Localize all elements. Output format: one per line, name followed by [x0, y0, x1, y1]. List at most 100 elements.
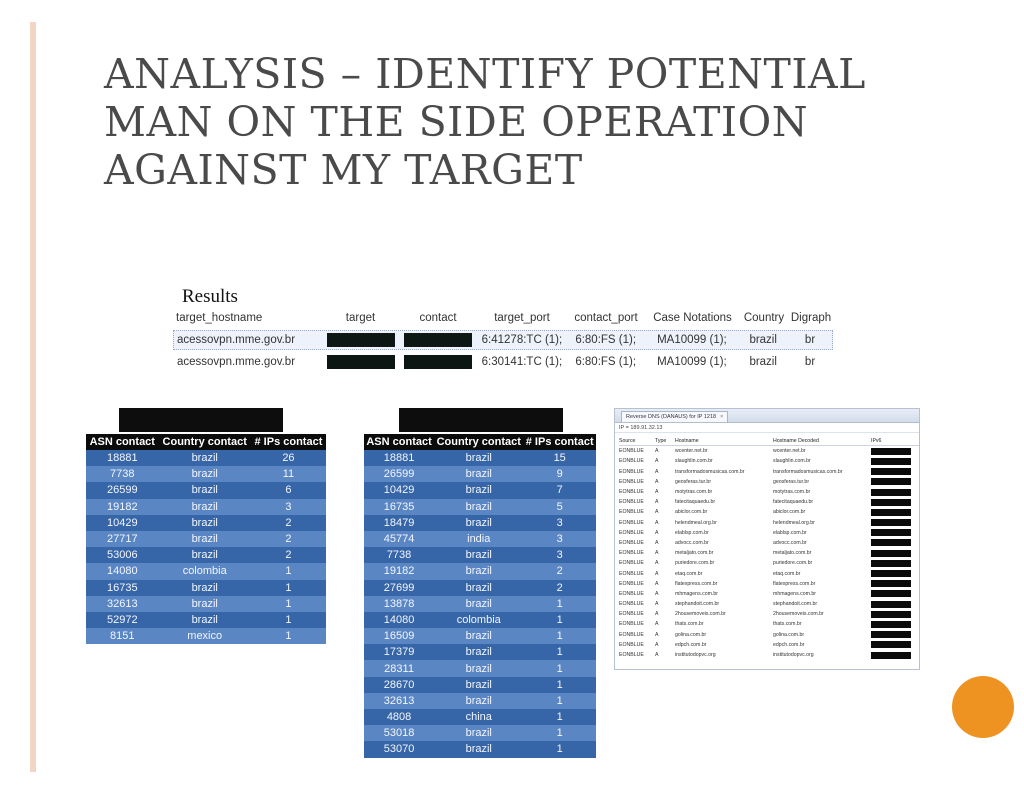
- col-contact-port[interactable]: contact_port: [574, 312, 638, 324]
- tab-reverse-dns[interactable]: Reverse DNS (DANAUS) for IP 1218 ×: [621, 411, 729, 422]
- cell-digraph: br: [804, 356, 816, 368]
- col-target-port[interactable]: target_port: [494, 312, 550, 324]
- table-row[interactable]: 28670 brazil 1: [364, 676, 596, 693]
- cell-ip-count: 2: [250, 530, 326, 548]
- cell-country: brazil: [434, 466, 524, 483]
- cell-ip-count: 1: [523, 628, 596, 645]
- col-ipv6[interactable]: IPv6: [871, 437, 882, 444]
- cell-asn: 52972: [86, 611, 159, 629]
- cell-asn: 32613: [364, 692, 435, 709]
- col-asn-contact[interactable]: ASN contact: [364, 434, 435, 450]
- col-case-notations[interactable]: Case Notations: [653, 312, 732, 324]
- table-row[interactable]: 13878 brazil 1: [364, 595, 596, 612]
- col-digraph[interactable]: Digraph: [790, 312, 832, 324]
- results-row[interactable]: acessovpn.mme.gov.br 6:30141:TC (1); 6:8…: [173, 352, 833, 372]
- table-row[interactable]: 32613 brazil 1: [86, 595, 326, 612]
- redaction-block: [871, 468, 911, 476]
- table-row[interactable]: 18881 brazil 26: [86, 450, 326, 467]
- results-row[interactable]: acessovpn.mme.gov.br 6:41278:TC (1); 6:8…: [173, 330, 833, 350]
- col-asn-contact[interactable]: ASN contact: [86, 434, 159, 450]
- col-hostname[interactable]: Hostname: [675, 437, 699, 444]
- table-row[interactable]: 19182 brazil 2: [364, 563, 596, 580]
- cell-country: brazil: [158, 450, 251, 467]
- col-ips-contact[interactable]: # IPs contact: [523, 434, 596, 450]
- col-ips-contact[interactable]: # IPs contact: [250, 434, 326, 450]
- col-country[interactable]: Country: [743, 312, 785, 324]
- cell-ipv6: [871, 498, 919, 506]
- table-row[interactable]: 18881 brazil 15: [364, 450, 596, 467]
- cell-source: EONBLUE: [619, 489, 644, 496]
- redaction-block: [871, 631, 911, 639]
- col-country-contact[interactable]: Country contact: [434, 434, 524, 450]
- cell-country: brazil: [158, 595, 251, 612]
- redaction-block: [871, 478, 911, 486]
- table-row[interactable]: 4808 china 1: [364, 709, 596, 726]
- cell-asn: 19182: [86, 498, 159, 515]
- col-target[interactable]: target: [345, 312, 376, 324]
- col-type[interactable]: Type: [655, 437, 667, 444]
- table-row[interactable]: 26599 brazil 9: [364, 466, 596, 483]
- col-country-contact[interactable]: Country contact: [158, 434, 251, 450]
- close-icon[interactable]: ×: [720, 414, 724, 420]
- table-row[interactable]: 53070 brazil 1: [364, 741, 596, 758]
- table-row[interactable]: 17379 brazil 1: [364, 644, 596, 661]
- table-row[interactable]: 27699 brazil 2: [364, 579, 596, 596]
- col-contact[interactable]: contact: [419, 312, 457, 324]
- table-row[interactable]: 7738 brazil 11: [86, 466, 326, 483]
- cell-hostname-decoded: thats.com.br: [773, 621, 802, 628]
- table-row[interactable]: 26599 brazil 6: [86, 482, 326, 499]
- table-row[interactable]: 19182 brazil 3: [86, 498, 326, 515]
- table-row[interactable]: 8151 mexico 1: [86, 628, 326, 645]
- table-row[interactable]: 45774 india 3: [364, 530, 596, 548]
- table-row[interactable]: 52972 brazil 1: [86, 611, 326, 629]
- table-row[interactable]: 7738 brazil 3: [364, 547, 596, 564]
- table-row[interactable]: 16735 brazil 5: [364, 498, 596, 515]
- table-row[interactable]: 10429 brazil 2: [86, 514, 326, 531]
- table-row[interactable]: 16509 brazil 1: [364, 628, 596, 645]
- table-row[interactable]: 27717 brazil 2: [86, 530, 326, 548]
- col-source[interactable]: Source: [619, 437, 636, 444]
- col-hostname-decoded[interactable]: Hostname Decoded: [773, 437, 819, 444]
- table-row[interactable]: 14080 colombia 1: [86, 563, 326, 580]
- col-target-hostname[interactable]: target_hostname: [176, 312, 263, 324]
- table-row[interactable]: 28311 brazil 1: [364, 660, 596, 677]
- cell-type: A: [655, 652, 659, 659]
- cell-hostname: 2housemoveis.com.br: [675, 611, 726, 618]
- table-row[interactable]: 32613 brazil 1: [364, 692, 596, 709]
- table-row[interactable]: 53018 brazil 1: [364, 725, 596, 742]
- cell-ipv6: [871, 488, 919, 496]
- cell-country: brazil: [434, 563, 524, 580]
- dns-row[interactable]: EONBLUE A 2housemoveis.com.br 2housemoveis.…: [619, 609, 919, 619]
- table-row[interactable]: 14080 colombia 1: [364, 611, 596, 629]
- table-row[interactable]: 16735 brazil 1: [86, 579, 326, 596]
- table-row[interactable]: 18479 brazil 3: [364, 514, 596, 531]
- table-row[interactable]: 53006 brazil 2: [86, 547, 326, 564]
- cell-ipv6: [871, 468, 919, 476]
- cell-source: EONBLUE: [619, 550, 644, 557]
- cell-asn: 53018: [364, 725, 435, 742]
- cell-hostname-decoded: puriedore.com.br: [773, 560, 813, 567]
- table-row[interactable]: 10429 brazil 7: [364, 482, 596, 499]
- cell-target-port: 6:41278:TC (1);: [481, 334, 563, 346]
- cell-country: brazil: [434, 498, 524, 515]
